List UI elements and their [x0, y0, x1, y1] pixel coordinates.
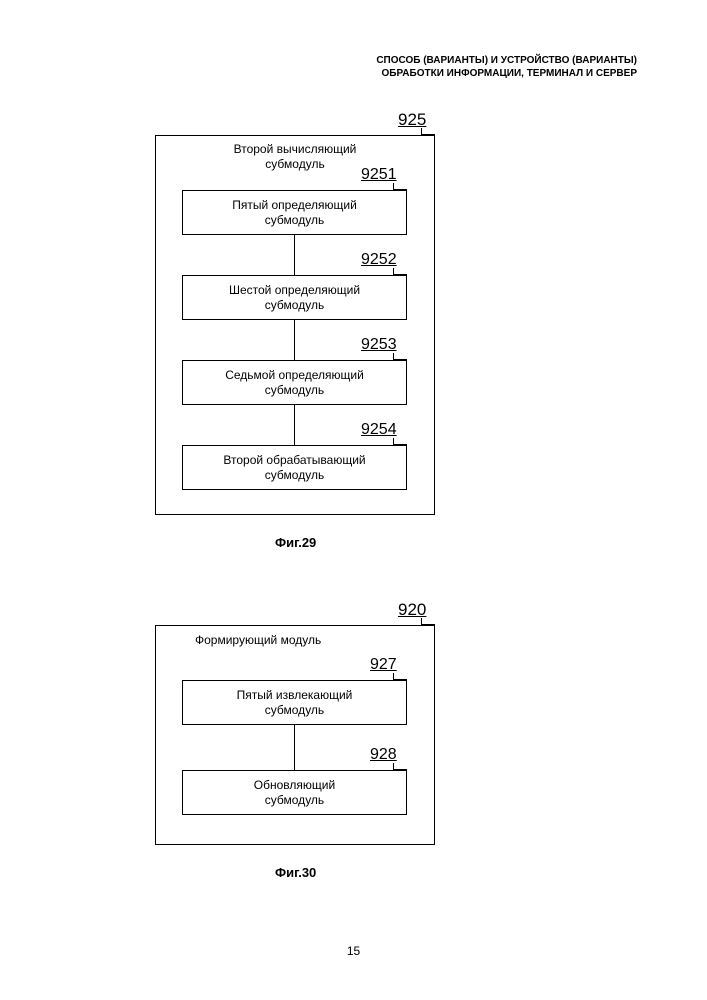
fig29-node-0-notch: [393, 183, 407, 190]
fig29-node-3-l1: Второй обрабатывающий: [223, 453, 365, 467]
fig30-caption: Фиг.30: [275, 865, 316, 880]
fig29-node-3-l2: субмодуль: [265, 468, 324, 482]
fig29-node-1-l2: субмодуль: [265, 298, 324, 312]
fig30-node-1-ref: 928: [370, 746, 397, 764]
fig30-outer-ref: 920: [398, 600, 426, 620]
fig29-node-0: Пятый определяющий субмодуль: [182, 190, 407, 235]
fig29-outer-title: Второй вычисляющий субмодуль: [220, 142, 370, 172]
fig29-node-3-ref: 9254: [361, 421, 397, 439]
fig30-node-1-notch: [393, 763, 407, 770]
fig29-node-2-l1: Седьмой определяющий: [225, 368, 364, 382]
fig29-node-1-ref: 9252: [361, 251, 397, 269]
fig29-node-2-notch: [393, 353, 407, 360]
fig29-node-3: Второй обрабатывающий субмодуль: [182, 445, 407, 490]
fig30-node-0: Пятый извлекающий субмодуль: [182, 680, 407, 725]
fig30-node-0-ref: 927: [370, 656, 397, 674]
page-number: 15: [0, 944, 707, 958]
fig29-title-l1: Второй вычисляющий: [234, 142, 357, 156]
page-header: СПОСОБ (ВАРИАНТЫ) И УСТРОЙСТВО (ВАРИАНТЫ…: [376, 54, 637, 80]
fig29-node-2-ref: 9253: [361, 336, 397, 354]
fig29-title-l2: субмодуль: [265, 157, 324, 171]
fig30-node-0-l2: субмодуль: [265, 703, 324, 717]
header-line1: СПОСОБ (ВАРИАНТЫ) И УСТРОЙСТВО (ВАРИАНТЫ…: [376, 54, 637, 67]
fig29-node-2-l2: субмодуль: [265, 383, 324, 397]
fig29-connector-2: [294, 405, 295, 445]
fig29-node-1: Шестой определяющий субмодуль: [182, 275, 407, 320]
fig29-node-0-l1: Пятый определяющий: [232, 198, 357, 212]
fig29-node-0-ref: 9251: [361, 166, 397, 184]
fig30-node-1: Обновляющий субмодуль: [182, 770, 407, 815]
fig29-caption: Фиг.29: [275, 535, 316, 550]
fig30-node-1-l2: субмодуль: [265, 793, 324, 807]
fig30-node-0-notch: [393, 673, 407, 680]
fig29-node-0-l2: субмодуль: [265, 213, 324, 227]
fig30-node-1-l1: Обновляющий: [254, 778, 335, 792]
fig30-node-0-l1: Пятый извлекающий: [237, 688, 353, 702]
fig29-connector-1: [294, 320, 295, 360]
fig30-connector-0: [294, 725, 295, 770]
fig30-outer-title: Формирующий модуль: [195, 633, 395, 648]
fig29-node-2: Седьмой определяющий субмодуль: [182, 360, 407, 405]
fig29-connector-0: [294, 235, 295, 275]
fig29-node-1-notch: [393, 268, 407, 275]
header-line2: ОБРАБОТКИ ИНФОРМАЦИИ, ТЕРМИНАЛ И СЕРВЕР: [376, 67, 637, 80]
fig29-outer-ref: 925: [398, 110, 426, 130]
fig29-node-1-l1: Шестой определяющий: [229, 283, 360, 297]
fig29-node-3-notch: [393, 438, 407, 445]
